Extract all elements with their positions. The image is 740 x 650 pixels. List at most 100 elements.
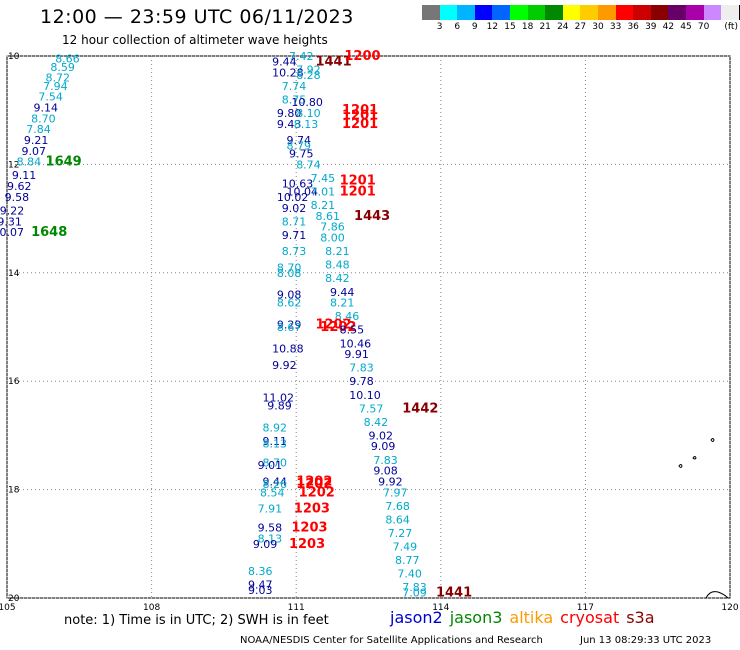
time-label: 1441 <box>436 586 472 601</box>
wave-height-label: 7.83 <box>373 454 398 467</box>
wave-height-label: 9.43 <box>277 118 302 131</box>
wave-height-label: 9.44 <box>330 286 355 299</box>
wave-height-label: 8.70 <box>277 261 302 274</box>
wave-height-label: 8.54 <box>260 486 285 499</box>
time-label: 1202 <box>296 474 332 489</box>
page-subtitle: 12 hour collection of altimeter wave hei… <box>62 33 328 47</box>
lat-tick-label: 18 <box>8 486 20 496</box>
wave-height-label: 7.49 <box>393 541 418 554</box>
wave-height-label: 9.75 <box>289 148 314 161</box>
wave-height-label: 8.42 <box>325 272 350 285</box>
lon-tick-label: 117 <box>577 603 594 613</box>
color-scale-label: (ft) <box>724 22 738 32</box>
wave-height-label: 11.02 <box>262 391 294 404</box>
lat-tick-label: 12 <box>8 160 19 170</box>
time-label: 1649 <box>46 155 82 170</box>
lon-tick-label: 105 <box>0 603 16 613</box>
wave-height-label: 9.09 <box>371 440 396 453</box>
page-title: 12:00 — 23:59 UTC 06/11/2023 <box>40 6 354 28</box>
color-swatch <box>633 5 651 20</box>
wave-height-label: 8.84 <box>17 156 42 169</box>
legend-item-s3a: s3a <box>626 608 655 627</box>
color-scale-label: 70 <box>697 22 710 32</box>
legend-item-cryosat: cryosat <box>560 608 620 627</box>
wave-height-label: 9.08 <box>373 465 398 478</box>
color-swatch <box>509 5 528 20</box>
color-scale-label: 30 <box>592 22 604 32</box>
lat-tick-label: 16 <box>8 377 20 387</box>
wave-height-label: 8.71 <box>282 215 307 228</box>
color-scale-labels: 3 6 9 12 15 18 21 24 27 30 33 36 39 42 45 70 (ft) <box>422 22 740 34</box>
wave-height-label: 8.48 <box>325 259 350 272</box>
wave-height-label: 9.11 <box>12 169 37 182</box>
map-frame <box>6 55 731 599</box>
color-swatch <box>703 5 722 20</box>
lon-tick-label: 114 <box>432 603 449 613</box>
wave-height-label: 9.71 <box>282 229 307 242</box>
wave-height-label: 8.70 <box>31 112 55 125</box>
wave-height-label: 8.36 <box>248 565 273 578</box>
color-swatch <box>545 5 563 20</box>
wave-height-label: 9.31 <box>0 215 22 228</box>
wave-height-label: 8.55 <box>340 324 365 337</box>
wave-height-label: 9.92 <box>378 475 403 488</box>
credit-text: NOAA/NESDIS Center for Satellite Applica… <box>240 635 543 646</box>
wave-height-label: 9.62 <box>7 180 32 193</box>
wave-height-label: 9.09 <box>253 538 278 551</box>
wave-height-label: 9.74 <box>287 134 312 147</box>
wave-height-label: 7.45 <box>311 172 336 185</box>
wave-height-label: 10.88 <box>272 343 304 356</box>
lat-tick-label: 20 <box>8 594 20 604</box>
time-label: 1202 <box>315 317 351 332</box>
color-scale-label: 15 <box>504 22 516 32</box>
wave-height-label: 8.13 <box>258 532 283 545</box>
color-scale-label: 3 <box>436 22 443 32</box>
lon-tick-label: 120 <box>721 603 738 613</box>
time-label: 1203 <box>291 521 327 536</box>
color-swatch <box>492 5 510 20</box>
wave-height-label: 8.66 <box>55 53 79 66</box>
color-scale-label: 42 <box>662 22 675 32</box>
wave-height-label: 7.83 <box>349 362 374 375</box>
color-scale-label: 9 <box>471 22 478 32</box>
wave-height-label: 9.44 <box>272 55 297 68</box>
wave-height-label: 8.21 <box>330 297 355 310</box>
wave-height-label: 7.54 <box>38 91 63 104</box>
wave-height-label: 7.97 <box>383 486 408 499</box>
wave-height-label: 9.02 <box>282 202 307 215</box>
wave-height-label: 10.28 <box>272 66 304 79</box>
wave-height-label: 7.74 <box>282 80 307 93</box>
time-label: 1202 <box>296 477 332 492</box>
wave-height-label: 9.58 <box>5 191 30 204</box>
credit-timestamp: Jun 13 08:29:33 UTC 2023 <box>580 635 712 646</box>
wave-height-label: 7.94 <box>43 80 68 93</box>
color-swatch <box>668 5 686 20</box>
wave-height-label: 8.72 <box>46 72 70 85</box>
color-scale-label: 24 <box>557 22 569 32</box>
color-scale-label: 21 <box>539 22 551 32</box>
color-scale-label: 27 <box>574 22 587 32</box>
wave-height-label: 9.01 <box>258 459 283 472</box>
lon-tick-label: 108 <box>143 603 160 613</box>
wave-height-label: 8.42 <box>364 416 389 429</box>
wave-height-label: 8.77 <box>395 554 420 567</box>
wave-height-label: 9.29 <box>277 318 302 331</box>
color-swatch <box>685 5 704 20</box>
legend-item-jason3: jason3 <box>449 608 503 627</box>
time-label: 1648 <box>31 225 67 240</box>
legend-item-altika: altika <box>509 608 554 627</box>
wave-height-label: 10.07 <box>0 226 24 239</box>
wave-height-label: 9.58 <box>258 522 283 535</box>
wave-height-label: 10.10 <box>349 389 381 402</box>
wave-height-label: 8.75 <box>282 93 307 106</box>
time-label: 1203 <box>289 537 325 552</box>
wave-height-label: 8.13 <box>294 118 319 131</box>
wave-height-label: 7.91 <box>258 503 283 516</box>
wave-height-label: 8.62 <box>277 297 302 310</box>
wave-height-label: 7.86 <box>320 221 345 234</box>
time-label: 1201 <box>342 103 378 118</box>
wave-height-label: 8.08 <box>277 267 302 280</box>
wave-height-label: 7.01 <box>311 186 336 199</box>
time-label: 1201 <box>340 174 376 189</box>
